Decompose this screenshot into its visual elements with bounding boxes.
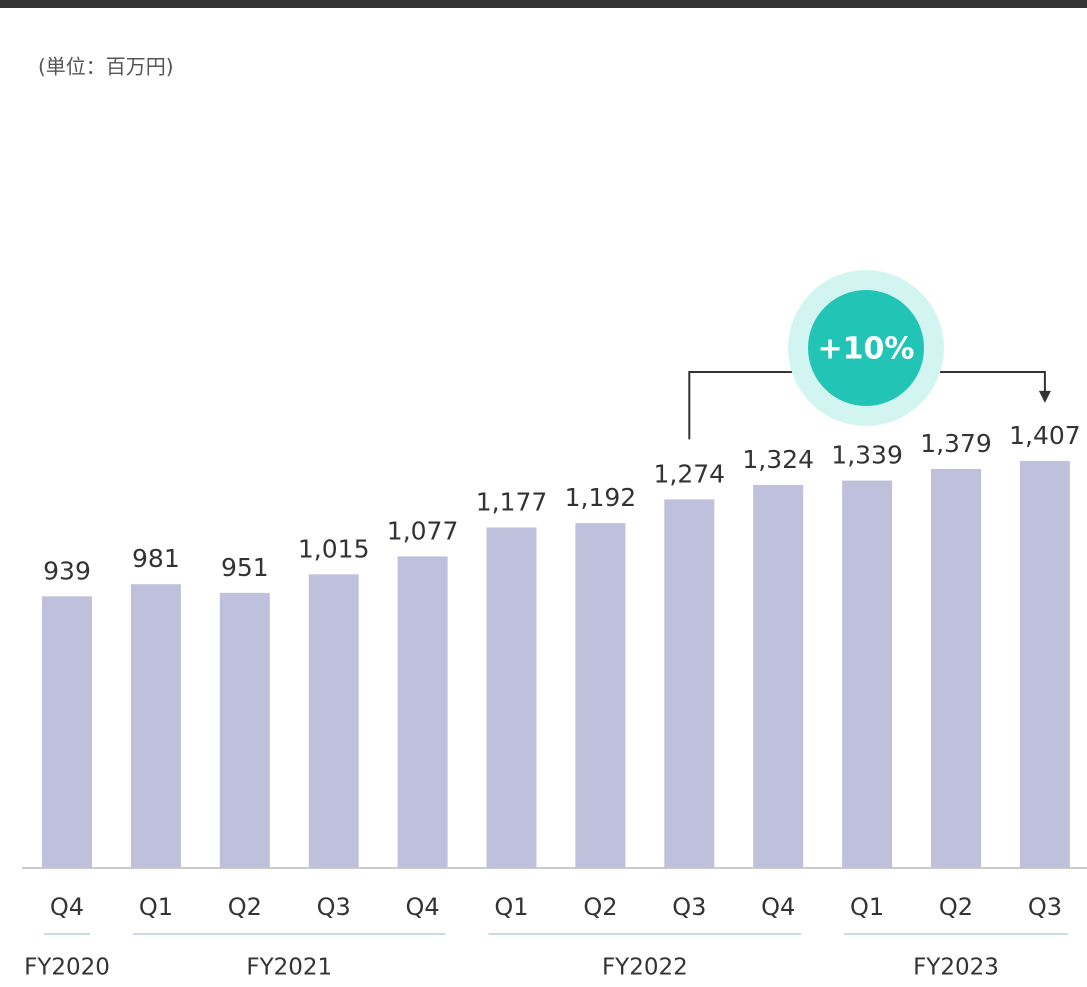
bar xyxy=(130,584,181,868)
value-label: 1,407 xyxy=(1009,421,1081,450)
x-tick-label: Q2 xyxy=(939,893,973,921)
value-label: 1,379 xyxy=(920,429,992,458)
x-tick-label: Q4 xyxy=(761,893,795,921)
bar xyxy=(1019,460,1070,868)
value-label: 951 xyxy=(221,553,269,582)
bar xyxy=(931,469,981,868)
value-label: 1,192 xyxy=(565,483,637,512)
arrow-head xyxy=(1038,390,1051,403)
x-tick-label: Q2 xyxy=(583,893,617,921)
unit-label: (単位：百万円) xyxy=(38,55,174,79)
group-label: FY2022 xyxy=(602,955,688,981)
x-tick-label: Q3 xyxy=(1028,893,1062,921)
x-tick-label: Q3 xyxy=(672,893,706,921)
value-label: 1,177 xyxy=(476,487,548,516)
x-tick-label: Q4 xyxy=(406,893,440,921)
value-label: 1,274 xyxy=(654,459,726,488)
annotation-text: +10% xyxy=(818,332,915,367)
value-label: 1,015 xyxy=(298,534,370,563)
value-label: 1,324 xyxy=(742,445,814,474)
value-label: 939 xyxy=(43,556,91,585)
bar xyxy=(753,484,804,868)
group-label: FY2020 xyxy=(24,955,110,981)
x-tick-label: Q1 xyxy=(139,893,173,921)
group-label: FY2021 xyxy=(246,955,332,981)
bar xyxy=(486,527,537,868)
x-tick-label: Q3 xyxy=(317,893,351,921)
bar xyxy=(42,596,92,868)
bar xyxy=(842,480,893,868)
x-tick-label: Q4 xyxy=(50,893,84,921)
value-label: 1,077 xyxy=(387,516,459,545)
x-tick-label: Q1 xyxy=(850,893,884,921)
badge-inner xyxy=(808,290,924,406)
bar xyxy=(575,523,626,868)
bar xyxy=(308,574,359,868)
value-label: 981 xyxy=(132,544,180,573)
bar xyxy=(219,592,270,868)
value-label: 1,339 xyxy=(831,441,903,470)
bar xyxy=(664,499,715,868)
group-label: FY2023 xyxy=(913,955,999,981)
top-bar xyxy=(0,0,1087,8)
x-tick-label: Q2 xyxy=(228,893,262,921)
x-tick-label: Q1 xyxy=(494,893,528,921)
bar xyxy=(397,556,448,868)
